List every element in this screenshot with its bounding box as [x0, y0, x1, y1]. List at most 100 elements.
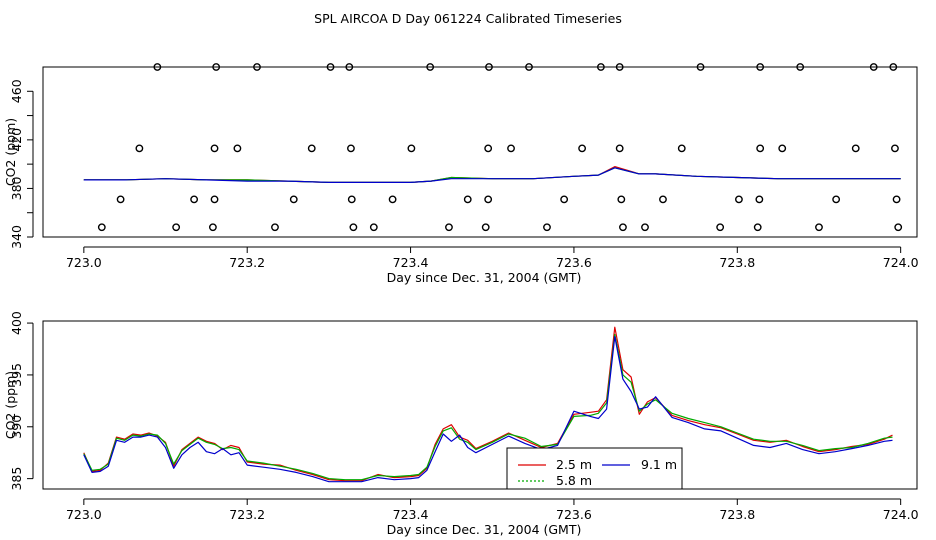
series-line-9-1-m: [83, 336, 893, 483]
cal-point: [153, 63, 162, 71]
x-tick-label: 723.0: [66, 507, 102, 522]
x-tick-label: 723.6: [556, 507, 592, 522]
cal-point: [755, 195, 764, 204]
y-tick-label: 400: [9, 311, 24, 335]
cal-point: [832, 195, 841, 204]
panel1-y-label: CO2 (ppm): [3, 118, 18, 186]
panel2-x-axis: 723.0 723.2 723.4 723.6 723.8 724.0: [66, 498, 919, 522]
cal-point: [851, 144, 860, 153]
cal-point: [892, 195, 901, 204]
cal-point: [696, 63, 705, 71]
panel1-y-axis: 340 380 420 460: [9, 79, 34, 249]
cal-point: [543, 223, 551, 232]
panel1-series: [83, 166, 901, 183]
cal-point: [253, 63, 261, 71]
cal-point: [484, 144, 493, 153]
x-tick-label: 723.4: [393, 507, 429, 522]
cal-point: [796, 63, 805, 71]
cal-point: [307, 144, 316, 153]
cal-point: [481, 223, 490, 232]
cal-point: [426, 63, 435, 71]
y-tick-label: 385: [9, 467, 24, 491]
cal-point: [233, 144, 242, 153]
legend-label-5-8m: 5.8 m: [556, 473, 592, 488]
cal-point: [407, 144, 416, 153]
x-tick-label: 724.0: [883, 255, 919, 270]
cal-point: [347, 144, 355, 153]
cal-point: [756, 144, 765, 153]
cal-point: [617, 195, 626, 204]
cal-point: [369, 223, 378, 232]
cal-point: [345, 63, 354, 71]
cal-point: [485, 63, 493, 71]
y-tick-label: 340: [9, 225, 24, 249]
panel1-cal-points: [97, 63, 903, 232]
legend-label-2-5m: 2.5 m: [556, 457, 592, 472]
x-tick-label: 723.2: [229, 255, 265, 270]
cal-point: [210, 144, 219, 153]
cal-point: [484, 195, 493, 204]
cal-point: [641, 223, 649, 232]
cal-point: [271, 223, 279, 232]
cal-point: [815, 223, 823, 232]
cal-point: [615, 144, 624, 153]
y-tick-label: 460: [9, 79, 24, 103]
panel-timeseries: 723.0 723.2 723.4 723.6 723.8 724.0 385 390 395…: [3, 311, 919, 537]
cal-point: [615, 63, 624, 71]
y-tick-label: 420: [9, 128, 24, 152]
cal-point: [507, 144, 515, 153]
x-tick-label: 724.0: [883, 507, 919, 522]
x-tick-label: 723.2: [229, 507, 265, 522]
panel-cal-points: 723.0 723.2 723.4 723.6 723.8 724.0 340 380 420…: [3, 63, 919, 285]
cal-point: [525, 63, 533, 71]
x-tick-label: 723.8: [719, 255, 755, 270]
cal-point: [560, 195, 569, 204]
x-tick-label: 723.4: [393, 255, 429, 270]
y-tick-label: 390: [9, 415, 24, 439]
cal-point: [463, 195, 472, 204]
panel1-frame: [42, 66, 918, 238]
cal-point: [596, 63, 605, 71]
panel1-x-label: Day since Dec. 31, 2004 (GMT): [387, 270, 582, 285]
cal-point: [208, 223, 217, 232]
cal-point: [347, 195, 356, 204]
series-line-5-8-m: [83, 333, 893, 481]
legend: 2.5 m 5.8 m 9.1 m: [506, 447, 683, 490]
legend-box: [506, 447, 683, 490]
cal-point: [116, 195, 125, 204]
cal-point: [659, 195, 667, 204]
panel2-x-label: Day since Dec. 31, 2004 (GMT): [387, 522, 582, 537]
x-tick-label: 723.0: [66, 255, 102, 270]
y-tick-label: 395: [9, 363, 24, 387]
cal-point: [349, 223, 358, 232]
legend-label-9-1m: 9.1 m: [641, 457, 677, 472]
cal-point: [326, 63, 335, 71]
cal-point: [753, 223, 762, 232]
x-tick-label: 723.6: [556, 255, 592, 270]
cal-point: [445, 223, 453, 232]
cal-point: [578, 144, 587, 153]
cal-point: [889, 63, 898, 71]
cal-point: [289, 195, 298, 204]
chart-title: SPL AIRCOA D Day 061224 Calibrated Times…: [314, 11, 622, 26]
cal-point: [735, 195, 743, 204]
x-tick-label: 723.8: [719, 507, 755, 522]
panel2-series: [83, 326, 893, 483]
cal-point: [619, 223, 627, 232]
series-line-9-1-m: [83, 167, 901, 183]
y-tick-label: 380: [9, 176, 24, 200]
cal-point: [135, 144, 144, 153]
cal-point: [716, 223, 725, 232]
cal-point: [97, 223, 106, 232]
cal-point: [894, 223, 903, 232]
cal-point: [891, 144, 899, 153]
cal-point: [869, 63, 878, 71]
panel2-frame: [42, 320, 918, 490]
cal-point: [388, 195, 397, 204]
cal-point: [210, 195, 219, 204]
cal-point: [778, 144, 787, 153]
cal-point: [212, 63, 221, 71]
panel1-x-axis: 723.0 723.2 723.4 723.6 723.8 724.0: [66, 246, 919, 270]
panel2-y-axis: 385 390 395 400: [9, 311, 34, 491]
